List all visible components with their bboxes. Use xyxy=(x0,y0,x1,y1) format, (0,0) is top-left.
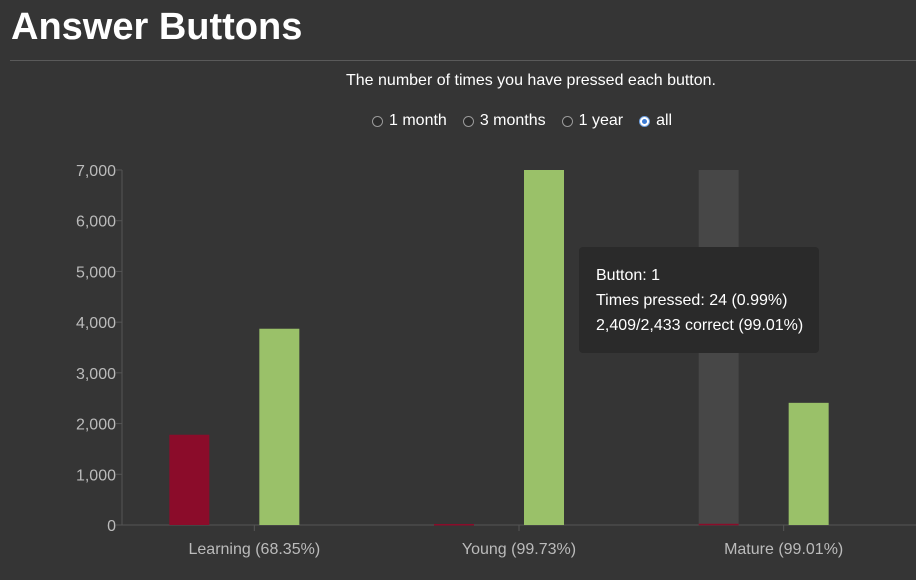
x-tick-label: Learning (68.35%) xyxy=(189,541,321,558)
radio-all[interactable] xyxy=(639,115,651,127)
x-tick-label: Mature (99.01%) xyxy=(724,541,843,558)
page-title: Answer Buttons xyxy=(11,6,303,48)
y-tick-label: 5,000 xyxy=(76,264,116,281)
y-tick-label: 1,000 xyxy=(76,467,116,484)
range-selector: 1 month 3 months 1 year all xyxy=(372,112,672,130)
range-label-1-year: 1 year xyxy=(578,112,624,129)
range-option-3-months[interactable]: 3 months xyxy=(462,112,546,130)
y-tick-label: 6,000 xyxy=(76,214,116,231)
radio-1-month[interactable] xyxy=(372,115,383,127)
bar-incorrect-2 xyxy=(698,523,739,526)
range-option-all[interactable]: all xyxy=(639,112,672,130)
bar-correct-1 xyxy=(524,170,564,525)
range-option-1-year[interactable]: 1 year xyxy=(561,112,624,130)
chart-subtitle: The number of times you have pressed eac… xyxy=(346,72,716,89)
title-divider xyxy=(10,60,916,61)
tooltip-times-pressed: Times pressed: 24 (0.99%) xyxy=(596,292,788,309)
radio-3-months[interactable] xyxy=(462,115,474,127)
chart-tooltip: Button: 1 Times pressed: 24 (0.99%) 2,40… xyxy=(579,247,819,353)
range-option-1-month[interactable]: 1 month xyxy=(372,112,447,130)
bar-correct-0 xyxy=(259,328,300,525)
y-tick-label: 3,000 xyxy=(76,366,116,383)
bar-correct-2 xyxy=(788,402,829,525)
range-label-all: all xyxy=(656,112,673,129)
y-tick-label: 7,000 xyxy=(76,163,116,180)
bar-incorrect-1 xyxy=(434,523,474,526)
y-tick-label: 2,000 xyxy=(76,417,116,434)
radio-1-year[interactable] xyxy=(561,115,573,127)
range-label-3-months: 3 months xyxy=(479,112,546,129)
tooltip-button: Button: 1 xyxy=(596,267,661,284)
y-tick-label: 0 xyxy=(107,518,116,535)
y-tick-label: 4,000 xyxy=(76,315,116,332)
x-tick-label: Young (99.73%) xyxy=(462,541,576,558)
range-label-1-month: 1 month xyxy=(389,112,447,129)
tooltip-correct: 2,409/2,433 correct (99.01%) xyxy=(596,317,804,334)
bar-incorrect-0 xyxy=(169,434,210,525)
